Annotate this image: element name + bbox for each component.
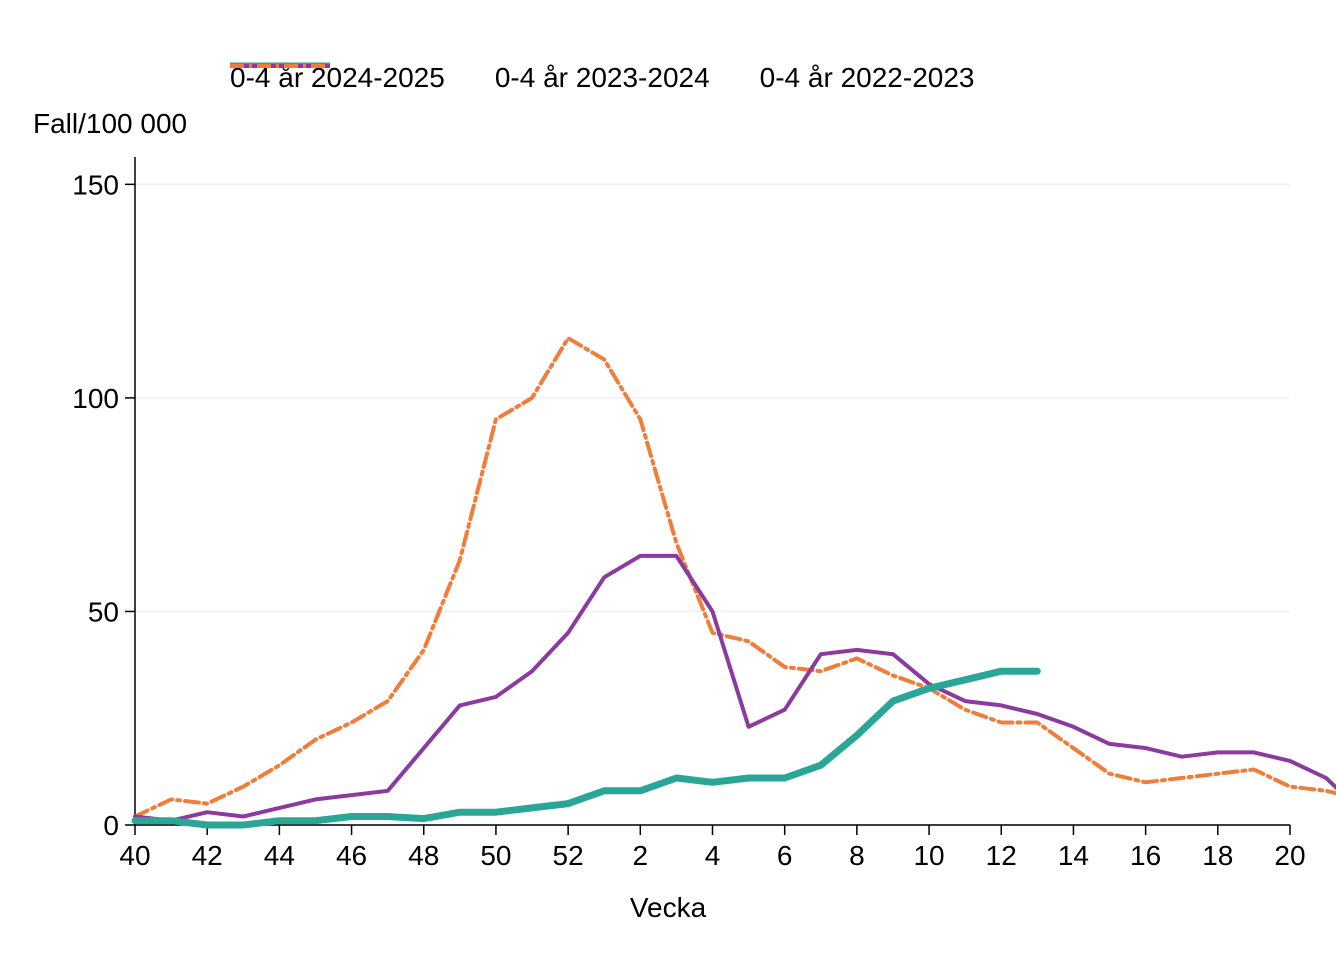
svg-text:42: 42 <box>192 840 223 871</box>
svg-text:10: 10 <box>913 840 944 871</box>
svg-text:16: 16 <box>1130 840 1161 871</box>
svg-text:46: 46 <box>336 840 367 871</box>
svg-text:52: 52 <box>553 840 584 871</box>
svg-text:150: 150 <box>72 169 119 200</box>
svg-text:48: 48 <box>408 840 439 871</box>
chart-container: 0-4 år 2024-2025 0-4 år 2023-2024 0-4 år… <box>0 0 1336 972</box>
svg-text:50: 50 <box>88 596 119 627</box>
svg-text:18: 18 <box>1202 840 1233 871</box>
svg-text:8: 8 <box>849 840 865 871</box>
plot-area: 050100150404244464850522468101214161820 <box>0 0 1336 972</box>
svg-text:4: 4 <box>705 840 721 871</box>
svg-text:2: 2 <box>633 840 649 871</box>
svg-text:100: 100 <box>72 383 119 414</box>
svg-text:0: 0 <box>103 810 119 841</box>
svg-text:12: 12 <box>986 840 1017 871</box>
svg-text:20: 20 <box>1274 840 1305 871</box>
svg-text:40: 40 <box>119 840 150 871</box>
svg-text:50: 50 <box>480 840 511 871</box>
svg-text:44: 44 <box>264 840 295 871</box>
svg-text:6: 6 <box>777 840 793 871</box>
svg-text:14: 14 <box>1058 840 1089 871</box>
